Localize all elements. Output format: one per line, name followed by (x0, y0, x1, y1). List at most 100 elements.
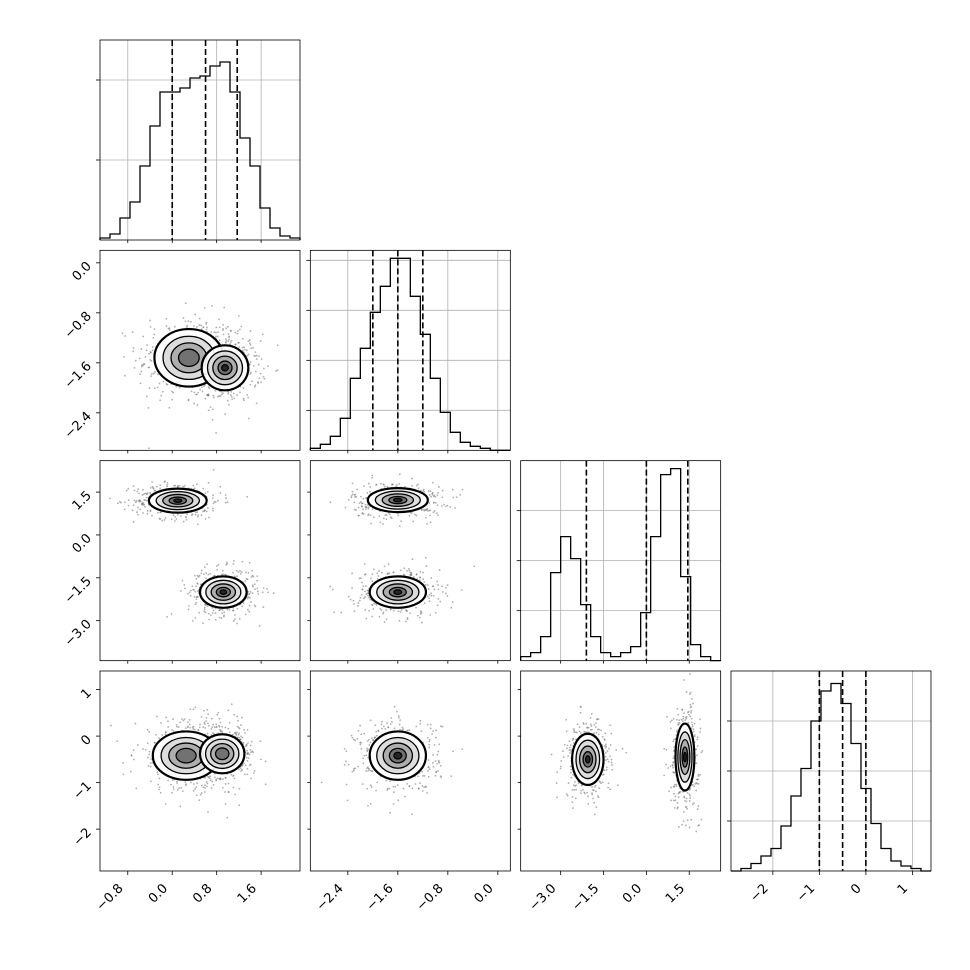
scatter-point (436, 514, 439, 517)
scatter-point (571, 739, 574, 742)
scatter-point (227, 790, 230, 793)
x-tick-label: −2 (748, 881, 772, 905)
scatter-point (224, 791, 226, 793)
scatter-point (593, 724, 596, 726)
scatter-point (249, 373, 252, 375)
scatter-point (415, 606, 417, 609)
scatter-point (254, 370, 257, 373)
scatter-point (399, 728, 401, 731)
scatter-point (211, 780, 214, 783)
scatter-point (207, 409, 210, 412)
scatter-point (615, 749, 618, 751)
scatter-point (430, 592, 433, 595)
scatter-point (432, 511, 435, 514)
scatter-point (238, 787, 241, 790)
scatter-point (203, 791, 206, 793)
scatter-point (420, 730, 423, 733)
scatter-point (376, 572, 379, 575)
scatter-point (389, 608, 392, 611)
scatter-point (360, 495, 362, 498)
scatter-point (212, 609, 215, 612)
scatter-point (446, 504, 449, 507)
scatter-point (189, 589, 192, 592)
scatter-point (593, 813, 596, 816)
scatter-point (575, 788, 577, 791)
scatter-point (250, 751, 252, 754)
scatter-point (151, 485, 154, 488)
scatter-point (384, 727, 387, 730)
scatter-point (219, 485, 222, 488)
scatter-point (685, 691, 688, 693)
scatter-point (159, 484, 162, 487)
scatter-point (227, 782, 230, 785)
scatter-point (199, 793, 202, 796)
scatter-point (182, 719, 185, 722)
scatter-point (159, 399, 162, 402)
scatter-point (690, 711, 692, 714)
scatter-point (116, 740, 119, 743)
scatter-point (663, 774, 666, 777)
scatter-point (569, 771, 572, 774)
scatter-point (571, 801, 574, 804)
scatter-point (594, 786, 596, 788)
scatter-point (586, 791, 588, 794)
scatter-point (252, 772, 255, 775)
scatter-point (681, 824, 683, 826)
scatter-point (426, 595, 429, 598)
scatter-point (590, 725, 593, 727)
scatter-point (158, 786, 161, 789)
scatter-point (689, 715, 692, 718)
scatter-point (366, 787, 369, 790)
scatter-point (219, 492, 222, 494)
scatter-point (179, 721, 182, 724)
scatter-point (607, 760, 610, 763)
scatter-point (427, 588, 430, 591)
scatter-point (375, 730, 378, 733)
scatter-point (444, 505, 447, 508)
scatter-point (197, 729, 200, 732)
scatter-point (689, 673, 691, 675)
scatter-point (135, 787, 138, 790)
scatter-point (199, 388, 202, 391)
scatter-point (193, 588, 195, 591)
scatter-point (559, 765, 562, 768)
scatter-point (203, 566, 206, 569)
scatter-point (417, 787, 420, 790)
scatter-point (142, 512, 144, 514)
scatter-point (215, 723, 218, 726)
scatter-point (252, 346, 254, 349)
scatter-point (242, 397, 245, 400)
scatter-point (121, 332, 124, 335)
scatter-point (216, 568, 219, 571)
scatter-point (201, 390, 204, 393)
scatter-point (248, 764, 251, 767)
scatter-point (428, 597, 430, 600)
scatter-point (194, 590, 197, 593)
scatter-point (699, 727, 702, 730)
scatter-point (172, 788, 175, 790)
scatter-point (262, 375, 265, 378)
scatter-point (167, 779, 170, 782)
scatter-point (428, 768, 431, 771)
scatter-point (408, 785, 411, 787)
scatter-point (404, 620, 407, 623)
scatter-point (369, 802, 372, 805)
scatter-point (433, 494, 436, 497)
scatter-point (153, 328, 156, 330)
scatter-point (177, 485, 179, 488)
scatter-point (357, 506, 360, 509)
scatter-point (246, 773, 249, 776)
density-panel (309, 460, 511, 662)
scatter-point (198, 324, 201, 326)
scatter-point (200, 784, 203, 787)
scatter-point (385, 514, 388, 516)
scatter-point (197, 515, 199, 518)
scatter-point (223, 614, 225, 617)
scatter-point (240, 571, 243, 573)
scatter-point (252, 575, 255, 578)
scatter-point (426, 792, 429, 794)
scatter-point (427, 770, 429, 772)
scatter-point (678, 791, 681, 794)
scatter-point (689, 703, 692, 706)
scatter-point (207, 612, 210, 615)
